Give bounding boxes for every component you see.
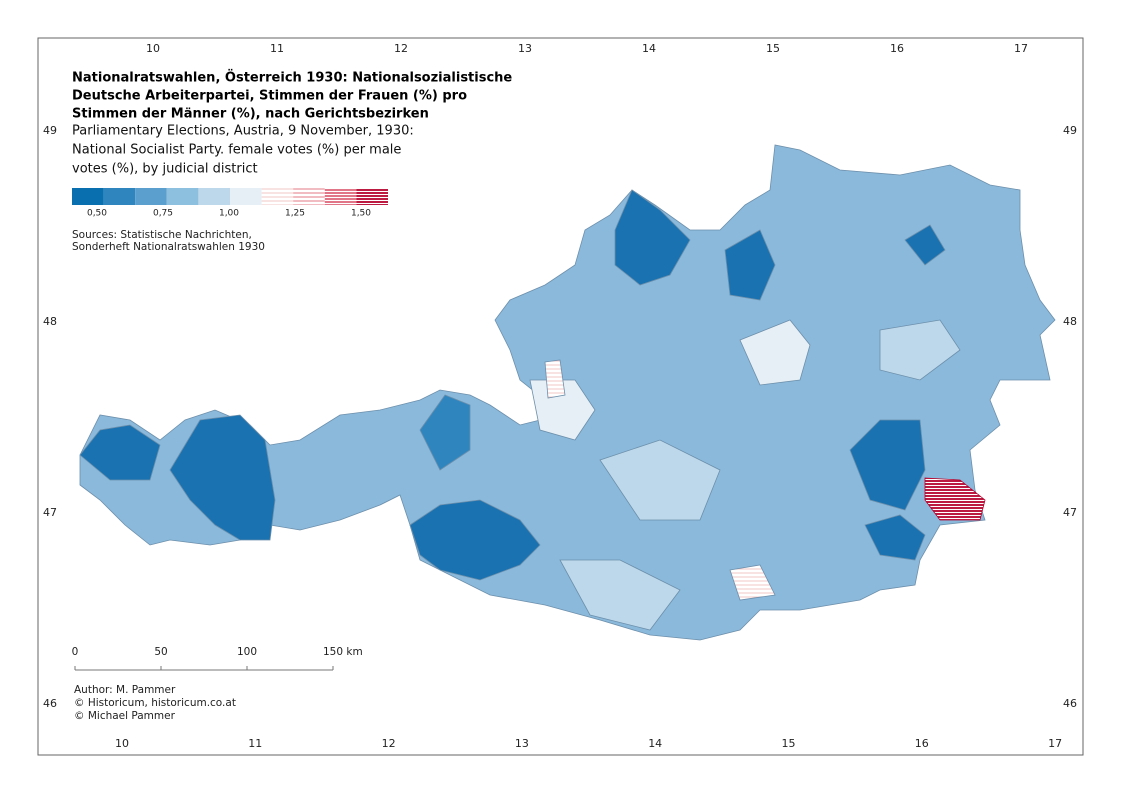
longitude-label: 17 — [1048, 737, 1062, 750]
latitude-label: 48 — [1063, 315, 1077, 328]
region — [864, 514, 926, 561]
credit-line: © Michael Pammer — [74, 710, 176, 722]
credit-line: Author: M. Pammer — [74, 684, 176, 696]
legend-swatch — [324, 188, 357, 205]
latitude-label: 47 — [1063, 506, 1077, 519]
region — [879, 319, 961, 381]
legend-swatch — [166, 188, 199, 205]
legend — [72, 188, 388, 205]
legend-label: 1,50 — [351, 209, 371, 219]
region — [924, 477, 986, 521]
scale-label: 0 — [72, 646, 79, 658]
longitude-label: 15 — [782, 737, 796, 750]
credit-line: © Historicum, historicum.co.at — [74, 697, 236, 709]
title-line: Deutsche Arbeiterpartei, Stimmen der Fra… — [72, 89, 467, 104]
longitude-label: 11 — [270, 42, 284, 55]
longitude-label: 17 — [1014, 42, 1028, 55]
latitude-label: 49 — [43, 124, 57, 137]
region — [724, 229, 776, 301]
region — [409, 499, 541, 581]
legend-swatch — [135, 188, 167, 205]
sources-line: Sources: Statistische Nachrichten, — [72, 229, 252, 241]
longitude-label: 15 — [766, 42, 780, 55]
latitude-label: 49 — [1063, 124, 1077, 137]
legend-swatch — [198, 188, 230, 205]
subtitle-line: Parliamentary Elections, Austria, 9 Nove… — [72, 124, 414, 139]
region — [849, 419, 926, 511]
scale-label: 50 — [154, 646, 167, 658]
region — [599, 439, 721, 521]
region — [739, 319, 811, 386]
scale-bar — [74, 666, 334, 671]
longitude-label: 11 — [248, 737, 262, 750]
latitude-label: 46 — [43, 697, 57, 710]
region — [904, 224, 946, 266]
longitude-label: 10 — [146, 42, 160, 55]
subtitle-line: National Socialist Party. female votes (… — [72, 143, 401, 158]
legend-label: 0,75 — [153, 209, 173, 219]
region — [729, 564, 776, 601]
longitude-label: 13 — [515, 737, 529, 750]
longitude-label: 16 — [915, 737, 929, 750]
scale-label: 100 — [237, 646, 257, 658]
title-line: Stimmen der Männer (%), nach Gerichtsbez… — [72, 107, 429, 122]
latitude-label: 48 — [43, 315, 57, 328]
map-frame — [37, 37, 1084, 756]
legend-label: 1,00 — [219, 209, 239, 219]
legend-label: 0,50 — [87, 209, 107, 219]
longitude-label: 12 — [394, 42, 408, 55]
region — [169, 414, 276, 541]
legend-swatch — [103, 188, 136, 205]
region — [529, 379, 596, 441]
longitude-label: 12 — [382, 737, 396, 750]
region — [614, 189, 691, 286]
subtitle-line: votes (%), by judicial district — [72, 162, 258, 177]
longitude-label: 13 — [518, 42, 532, 55]
region — [544, 359, 566, 399]
longitude-label: 14 — [642, 42, 656, 55]
legend-swatch — [261, 188, 294, 205]
longitude-label: 10 — [115, 737, 129, 750]
longitude-label: 16 — [890, 42, 904, 55]
sources-line: Sonderheft Nationalratswahlen 1930 — [72, 241, 265, 253]
legend-swatch — [230, 188, 262, 205]
legend-label: 1,25 — [285, 209, 305, 219]
latitude-label: 47 — [43, 506, 57, 519]
scale-label: 150 km — [323, 646, 363, 658]
region — [79, 424, 161, 481]
title-line: Nationalratswahlen, Österreich 1930: Nat… — [72, 70, 512, 86]
longitude-label: 14 — [648, 737, 662, 750]
region — [559, 559, 681, 631]
region — [419, 394, 471, 471]
legend-swatch — [356, 188, 388, 205]
legend-swatch — [72, 188, 104, 205]
legend-swatch — [293, 188, 325, 205]
austria-map — [79, 144, 1056, 641]
latitude-label: 46 — [1063, 697, 1077, 710]
